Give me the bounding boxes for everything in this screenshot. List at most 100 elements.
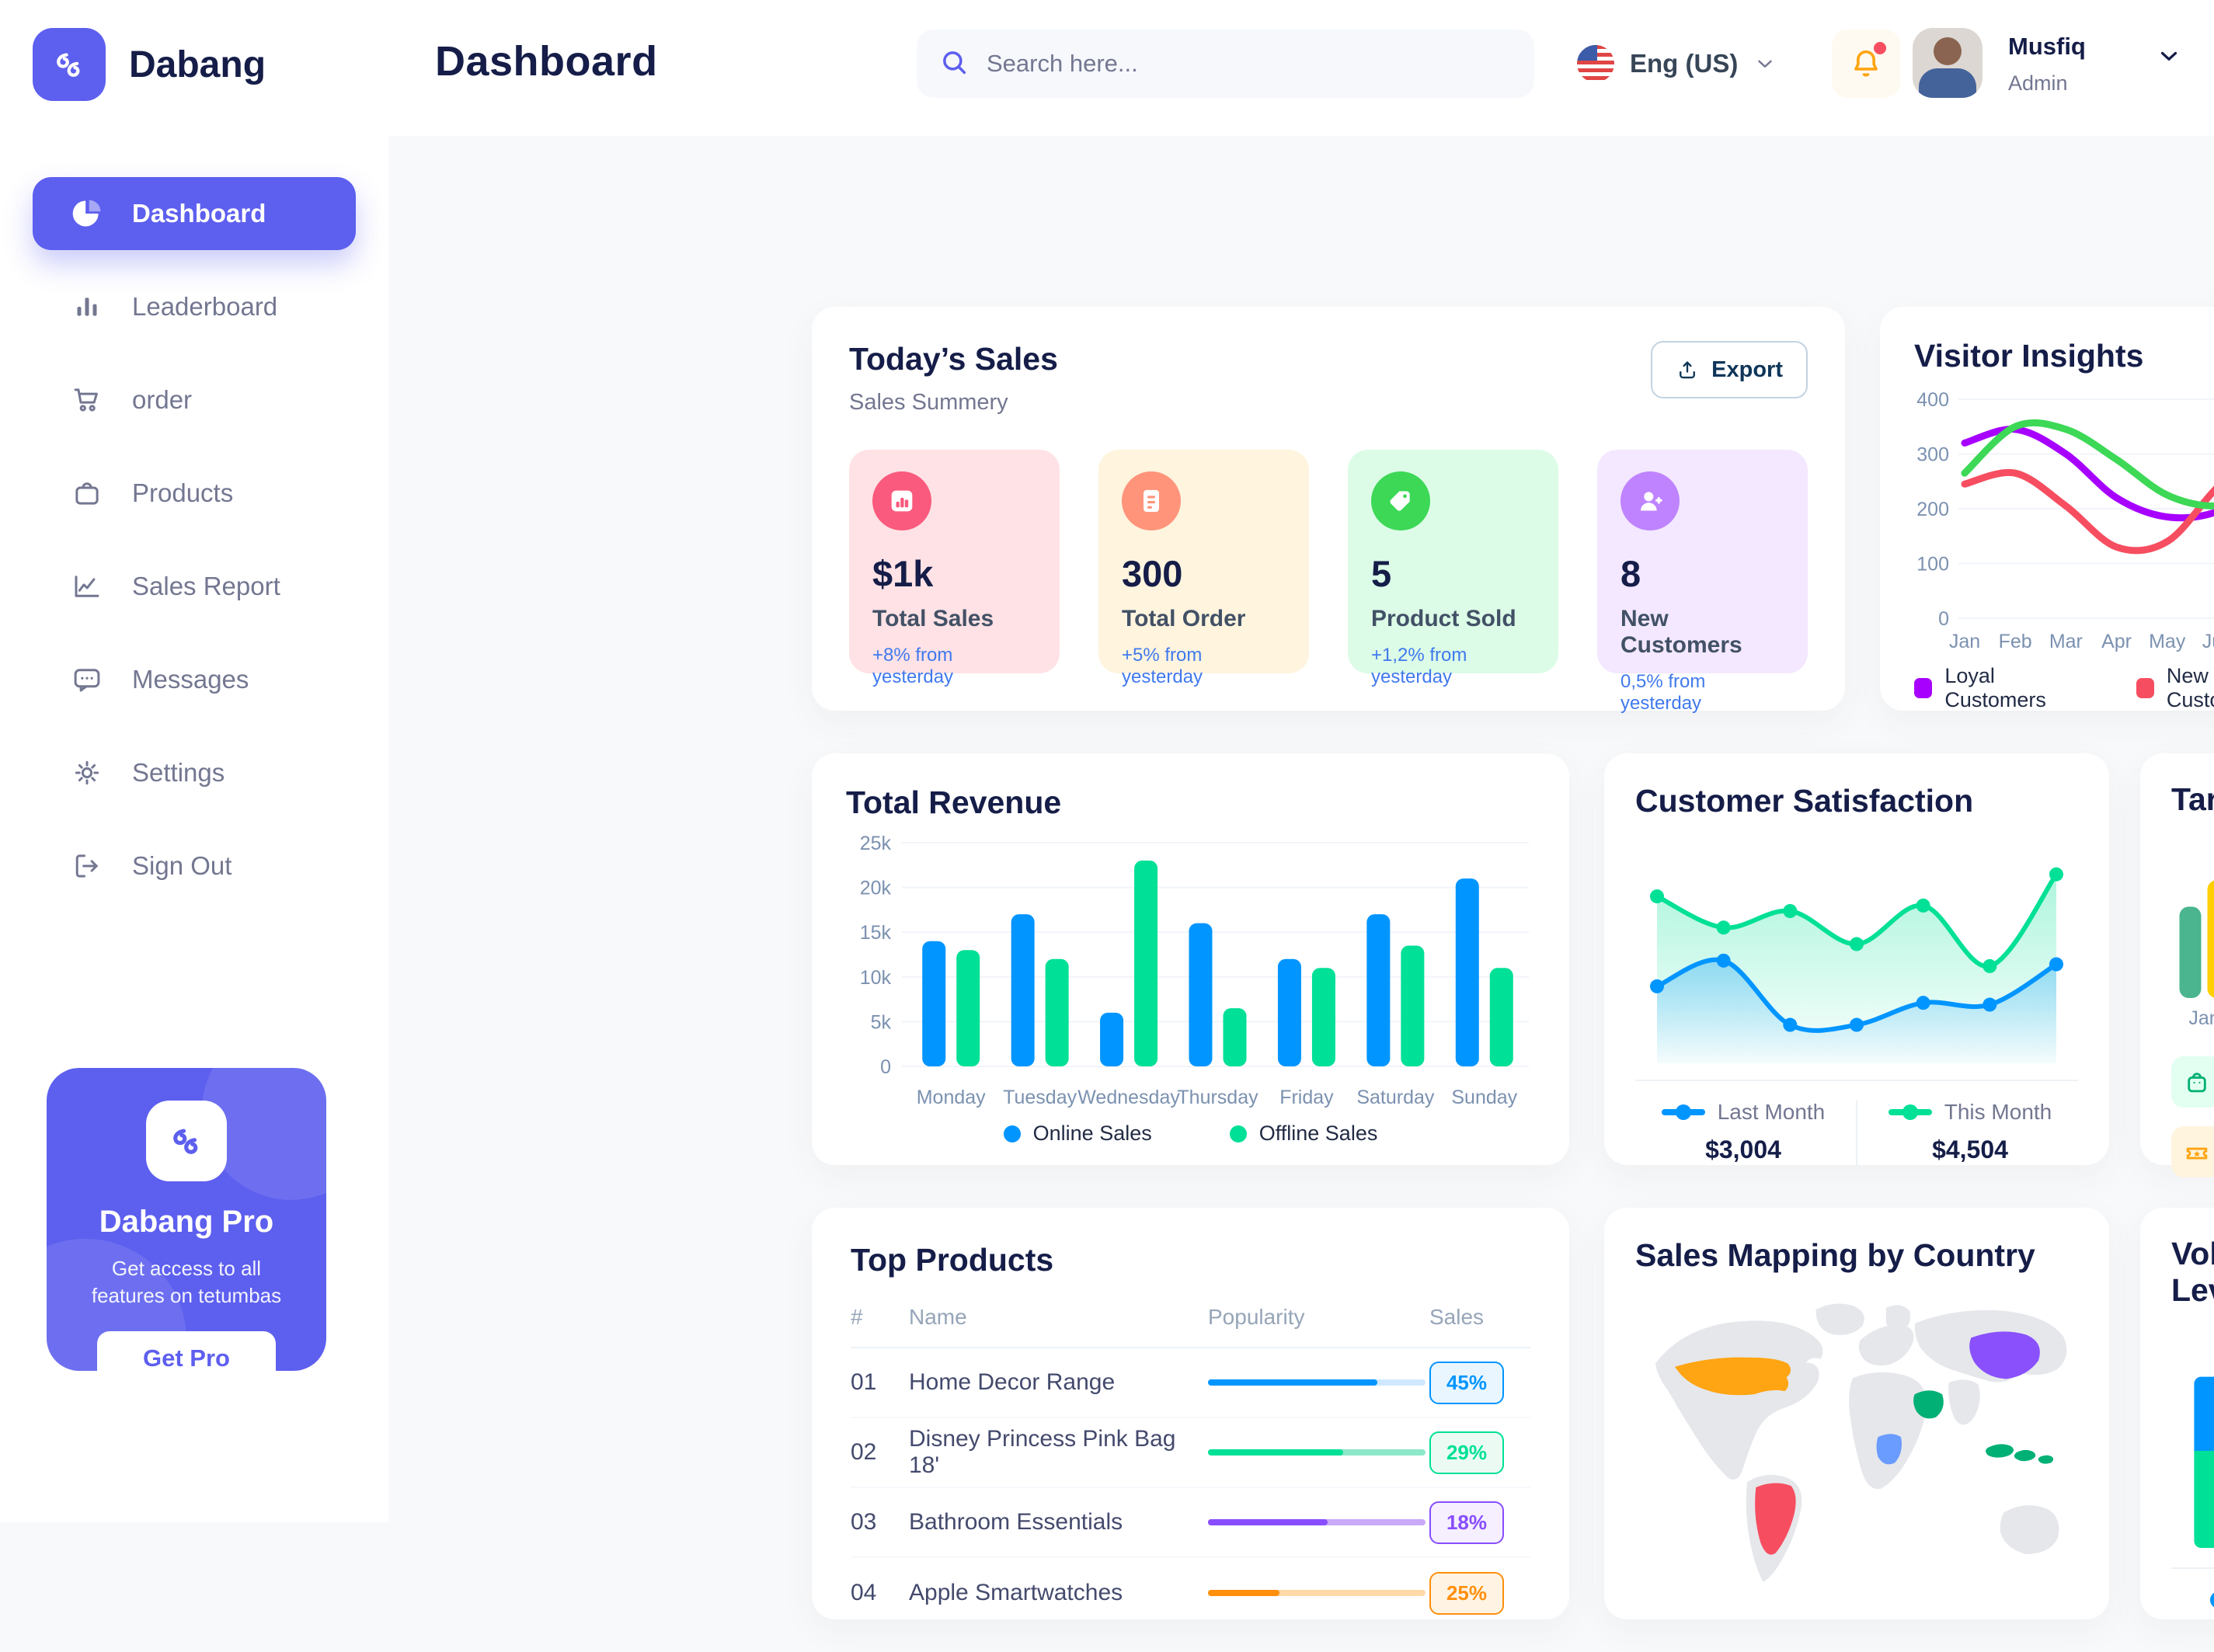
export-button[interactable]: Export <box>1651 341 1808 398</box>
volume-service-chart <box>2174 1320 2214 1553</box>
product-num: 04 <box>851 1580 909 1606</box>
sidebar-item-leaderboard[interactable]: Leaderboard <box>33 270 356 343</box>
legend-label: Online Sales <box>1033 1122 1152 1146</box>
new-user-icon <box>1620 471 1680 530</box>
profile-chevron-icon[interactable] <box>2156 43 2182 69</box>
svg-text:Feb: Feb <box>1999 631 2032 652</box>
australia <box>2001 1506 2058 1553</box>
bar-chart-icon <box>872 471 931 530</box>
sidebar-item-label: order <box>132 385 192 415</box>
svg-text:Wednesday: Wednesday <box>1077 1087 1180 1108</box>
svg-text:Mar: Mar <box>2049 631 2083 652</box>
customer-satisfaction-title: Customer Satisfaction <box>1635 783 2078 819</box>
divider <box>1635 1080 2078 1081</box>
sidebar-item-label: Messages <box>132 665 249 694</box>
col-popularity: Popularity <box>1208 1305 1429 1330</box>
volume-service-card: Volume vs Service Level Volume 1,135 Ser… <box>2140 1208 2214 1619</box>
tag-icon <box>1371 471 1430 530</box>
volume-service-legend: Volume 1,135 Services 635 <box>2171 1588 2214 1652</box>
sales-badge: 45% <box>1429 1362 1504 1404</box>
product-num: 01 <box>851 1369 909 1396</box>
leaderboard-icon <box>70 290 104 324</box>
dashboard-pie-icon <box>70 197 104 231</box>
table-header: # Name Popularity Sales <box>851 1305 1530 1348</box>
col-sales: Sales <box>1429 1305 1530 1330</box>
todays-sales-title: Today’s Sales <box>849 341 1058 377</box>
legend-swatch <box>1230 1125 1247 1142</box>
language-selector[interactable]: Eng (US) <box>1577 30 1777 98</box>
svg-text:25k: 25k <box>860 833 892 854</box>
get-pro-button[interactable]: Get Pro <box>97 1331 276 1371</box>
legend-label: Last Month <box>1718 1100 1826 1125</box>
sales-badge: 25% <box>1429 1572 1504 1615</box>
sidebar-item-settings[interactable]: Settings <box>33 736 356 809</box>
sidebar-item-label: Sales Report <box>132 572 280 601</box>
top-products-title: Top Products <box>851 1242 1530 1278</box>
gear-icon <box>70 756 104 790</box>
table-row[interactable]: 03 Bathroom Essentials 18% <box>851 1488 1530 1558</box>
legend-swatch <box>1914 678 1932 698</box>
legend-label: Loyal Customers <box>1944 664 2086 712</box>
svg-text:Apr: Apr <box>2101 631 2132 652</box>
world-map <box>1635 1288 2078 1598</box>
main-content: Today’s Sales Sales Summery Export $1k T… <box>388 136 2214 1522</box>
india <box>1950 1381 1979 1424</box>
product-name: Disney Princess Pink Bag 18' <box>909 1426 1208 1479</box>
legend-swatch <box>1662 1109 1705 1115</box>
bag-icon <box>70 476 104 510</box>
table-row[interactable]: 02 Disney Princess Pink Bag 18' 29% <box>851 1418 1530 1488</box>
country-indonesia <box>1986 1444 2053 1463</box>
stat-delta: 0,5% from yesterday <box>1620 671 1784 715</box>
customer-satisfaction-card: Customer Satisfaction Last Month $3,004 … <box>1604 753 2109 1165</box>
total-revenue-title: Total Revenue <box>846 784 1535 821</box>
sidebar-item-products[interactable]: Products <box>33 457 356 530</box>
stat-value: 8 <box>1620 552 1784 595</box>
chevron-down-icon <box>1753 52 1777 75</box>
target-sales-row: Target Sales Commercial 12.122 <box>2171 1126 2214 1177</box>
target-vs-reality-title: Target vs Reality <box>2171 781 2214 818</box>
avatar[interactable] <box>1913 28 1983 98</box>
bag-icon <box>2171 1056 2214 1108</box>
svg-text:20k: 20k <box>860 878 892 899</box>
legend-item: Loyal Customers <box>1914 664 2087 712</box>
sidebar-item-dashboard[interactable]: Dashboard <box>33 177 356 250</box>
customer-satisfaction-legend: Last Month $3,004 This Month $4,504 <box>1635 1100 2078 1165</box>
search-input[interactable] <box>987 50 1513 78</box>
legend-item: New Customers <box>2136 664 2214 712</box>
legend-swatch <box>2136 678 2154 698</box>
stat-new-customers: 8 New Customers 0,5% from yesterday <box>1597 450 1808 673</box>
popularity-bar <box>1208 1590 1426 1596</box>
svg-text:100: 100 <box>1916 554 1949 576</box>
table-row[interactable]: 04 Apple Smartwatches 25% <box>851 1558 1530 1628</box>
sidebar-item-order[interactable]: order <box>33 363 356 436</box>
legend-swatch <box>1889 1109 1932 1115</box>
total-revenue-legend: Online Sales Offline Sales <box>846 1122 1535 1146</box>
sidebar-item-messages[interactable]: Messages <box>33 643 356 716</box>
stat-label: Total Sales <box>872 606 1036 632</box>
col-num: # <box>851 1305 909 1330</box>
brand-logo[interactable]: Dabang <box>33 28 266 101</box>
sales-map-card: Sales Mapping by Country <box>1604 1208 2109 1619</box>
customer-satisfaction-chart <box>1635 830 2078 1065</box>
sidebar-item-label: Leaderboard <box>132 292 277 322</box>
sidebar-item-sales-report[interactable]: Sales Report <box>33 550 356 623</box>
sidebar-item-sign-out[interactable]: Sign Out <box>33 829 356 903</box>
notifications-button[interactable] <box>1832 30 1900 98</box>
svg-text:0: 0 <box>1938 608 1949 630</box>
pro-title: Dabang Pro <box>47 1205 326 1240</box>
line-chart-icon <box>70 569 104 603</box>
product-name: Bathroom Essentials <box>909 1509 1208 1535</box>
svg-text:400: 400 <box>1916 389 1949 411</box>
search-icon <box>938 47 969 82</box>
svg-text:Monday: Monday <box>917 1087 986 1108</box>
sidebar-nav: Dashboard Leaderboard order Products Sal… <box>0 177 388 923</box>
legend-swatch <box>2210 1591 2214 1609</box>
brand-name: Dabang <box>129 43 266 86</box>
table-row[interactable]: 01 Home Decor Range 45% <box>851 1348 1530 1418</box>
legend-label: New Customers <box>2167 664 2214 712</box>
svg-text:Tuesday: Tuesday <box>1003 1087 1077 1108</box>
legend-value: $4,504 <box>1932 1136 2008 1164</box>
search-box <box>917 30 1534 98</box>
product-num: 03 <box>851 1509 909 1535</box>
